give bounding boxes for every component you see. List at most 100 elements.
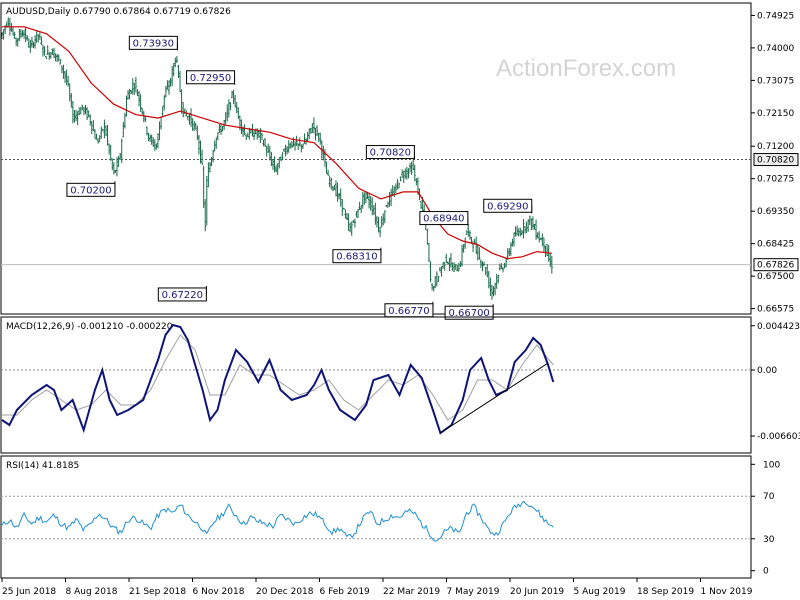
candle [194,122,197,130]
candle [347,213,350,231]
candle [404,168,407,179]
candle [12,26,15,36]
candle [234,94,237,108]
candle [23,29,26,39]
candle [434,276,437,289]
candle [188,112,191,125]
candle [138,90,141,107]
candle [501,267,504,273]
candle [342,207,345,210]
annotation-label: 0.66700 [444,304,494,320]
candle [276,163,279,175]
candle [505,257,508,268]
candle [149,134,152,142]
candle [363,192,366,205]
candle [336,182,339,202]
candle [166,80,169,90]
candle [550,255,553,274]
candle [267,143,270,153]
macd-plot [1,323,751,435]
candle [237,107,240,119]
candle [45,55,48,59]
candle [398,182,401,189]
candle [350,221,353,236]
candle [155,143,158,150]
candle [104,125,107,136]
candle [382,213,385,226]
candle [179,70,182,93]
candle [271,159,274,170]
candle [453,262,456,272]
candle [141,107,144,115]
candle [495,273,498,289]
candle [231,90,234,99]
candle [500,263,503,270]
candle [279,156,282,162]
candle [432,286,435,292]
candle [46,45,49,55]
candle [443,262,446,271]
candle [308,128,311,140]
x-tick-label: 1 Nov 2019 [701,587,753,597]
candle [73,110,76,123]
candle [122,121,125,138]
candle [204,199,207,232]
candle [281,152,284,161]
candle [377,216,380,233]
candle [210,156,213,167]
candle [97,138,100,144]
candle [311,123,314,134]
candle [108,143,111,155]
candle [253,129,256,141]
candle [52,47,55,58]
candle [368,193,371,209]
candle [536,232,539,239]
candle [437,275,440,283]
candle [396,178,399,190]
candle [81,104,84,111]
candle [524,225,527,234]
candle [218,124,221,134]
annotation-label: 0.68310 [332,247,382,264]
candle [528,215,531,225]
candle [298,137,301,147]
candle [483,261,486,266]
macd-tick-label: 0.004423 [757,322,800,332]
candle [327,169,330,176]
candle [62,64,65,79]
candle [334,180,337,197]
price-tick-label: 0.74925 [757,11,794,21]
candle [290,141,293,148]
candle [89,114,92,126]
candle [82,107,85,116]
x-tick-label: 20 Dec 2018 [256,587,314,597]
candle [341,198,344,217]
candle [413,164,416,182]
candle [481,261,484,272]
candle [87,110,90,118]
candle [92,120,95,131]
candle [260,132,263,141]
candle [464,237,467,249]
candle [319,132,322,145]
candle [317,132,320,142]
candle [451,262,454,271]
candle [177,64,180,79]
candle [245,134,248,140]
candle [19,28,22,39]
candle [401,169,404,178]
candle [207,162,210,188]
candle [346,213,349,221]
candle [197,134,200,155]
candle [385,204,388,207]
price-header: AUDUSD,Daily 0.67790 0.67864 0.67719 0.6… [6,7,231,17]
candle [60,65,63,74]
candle [128,88,131,100]
candle [191,118,194,131]
candle [492,286,495,297]
candle [26,34,29,41]
moving-average-line [2,26,552,260]
candle [361,191,364,209]
candle [431,282,434,291]
candle [130,90,133,95]
